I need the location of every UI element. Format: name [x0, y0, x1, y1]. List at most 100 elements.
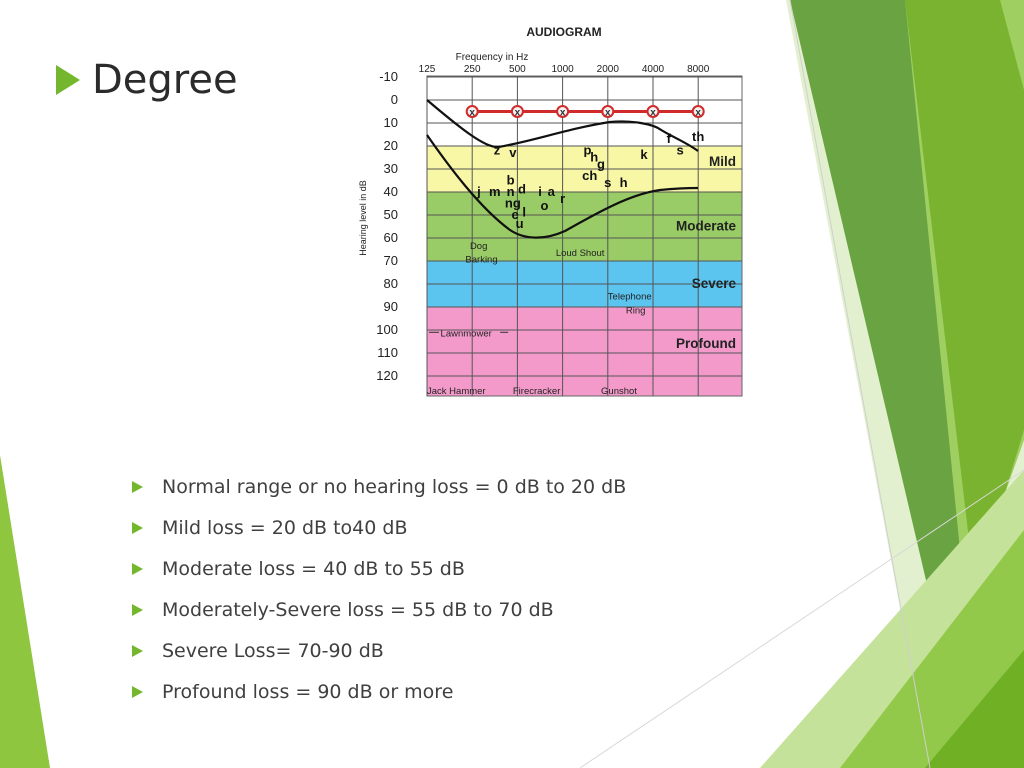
level-tick-label: 80 — [384, 276, 398, 291]
deco-right-bright-band — [905, 0, 1024, 590]
speech-sound-label: k — [640, 147, 648, 162]
threshold-marker-x: x — [560, 108, 566, 119]
bullet-text: Moderate loss = 40 dB to 55 dB — [162, 557, 465, 580]
zone-label: Profound — [676, 336, 736, 351]
bullet-item-moderate: Moderate loss = 40 dB to 55 dB — [132, 548, 752, 589]
speech-banana-lower-curve — [426, 134, 699, 239]
bullet-item-profound: Profound loss = 90 dB or more — [132, 671, 752, 712]
audiogram-title: AUDIOGRAM — [526, 25, 601, 39]
speech-sound-label: r — [560, 191, 565, 206]
speech-sound-label: l — [522, 205, 526, 220]
speech-sound-label: s — [677, 143, 684, 158]
frequency-tick-label: 4000 — [642, 64, 665, 75]
frequency-tick-label: 250 — [464, 64, 481, 75]
level-tick-label: 40 — [384, 184, 398, 199]
bullet-icon — [132, 480, 143, 493]
audiogram-grid — [426, 75, 743, 397]
bullet-icon — [132, 603, 143, 616]
speech-sound-label: z — [494, 143, 501, 158]
speech-sound-label: h — [590, 150, 598, 165]
bullet-text: Profound loss = 90 dB or more — [162, 680, 454, 703]
level-tick-label: 20 — [384, 138, 398, 153]
level-tick-label: 120 — [376, 368, 398, 383]
sound-label: Jack Hammer — [427, 386, 486, 397]
sound-label: Lawnmower — [441, 328, 492, 339]
deco-right-dark-band — [790, 0, 965, 640]
speech-sound-label: ch — [582, 168, 597, 183]
level-tick-label: 0 — [391, 92, 398, 107]
bullet-icon — [132, 521, 143, 534]
sound-labels: Dog Barking Loud Shout Telephone Ring Lawnmow… — [427, 241, 652, 397]
frequency-tick-label: 8000 — [687, 64, 710, 75]
bullet-item-moderately-severe: Moderately-Severe loss = 55 dB to 70 dB — [132, 589, 752, 630]
speech-sound-label: a — [548, 184, 556, 199]
sound-label: Loud Shout — [556, 248, 605, 259]
hearing-level-axis-label: Hearing level in dB — [358, 180, 368, 256]
frequency-axis-label: Frequency in Hz — [456, 52, 529, 63]
sound-label: Telephone — [608, 292, 652, 303]
level-tick-label: 60 — [384, 230, 398, 245]
zone-label: Mild — [709, 154, 736, 169]
threshold-marker-x: x — [650, 108, 656, 119]
threshold-marker-x: x — [469, 108, 475, 119]
degree-bullet-list: Normal range or no hearing loss = 0 dB t… — [132, 466, 752, 712]
speech-sound-label: i — [538, 184, 542, 199]
speech-sound-label: f — [667, 131, 672, 146]
sound-label: Dog — [470, 241, 487, 252]
bullet-icon — [132, 685, 143, 698]
slide-title-row: Degree — [56, 56, 238, 104]
level-tick-label: -10 — [379, 69, 398, 84]
level-tick-label: 70 — [384, 253, 398, 268]
bullet-item-mild: Mild loss = 20 dB to40 dB — [132, 507, 752, 548]
frequency-tick-label: 125 — [419, 64, 436, 75]
zone-labels: Mild Moderate Severe Profound — [676, 154, 737, 351]
threshold-marker-x: x — [515, 108, 521, 119]
speech-sound-label: b — [507, 173, 515, 188]
speech-banana-upper-curve — [426, 99, 699, 152]
speech-sound-label: ng — [505, 196, 521, 211]
speech-sound-label: o — [541, 198, 549, 213]
level-tick-label: 50 — [384, 207, 398, 222]
sound-label: Gunshot — [601, 386, 637, 397]
level-tick-label: 100 — [376, 322, 398, 337]
frequency-tick-label: 500 — [509, 64, 526, 75]
title-bullet-icon — [56, 65, 80, 95]
threshold-marker — [601, 105, 615, 118]
level-tick-label: 30 — [384, 161, 398, 176]
threshold-marker — [465, 105, 479, 118]
speech-sound-label: v — [509, 145, 517, 160]
audiogram-axes: 125 250 500 1000 2000 4000 8000 -10 0 10 20 30 40 50 6… — [376, 64, 709, 383]
deco-thin-line-2 — [579, 469, 1024, 768]
speech-sound-label: m — [489, 184, 501, 199]
speech-sound-label: u — [516, 216, 524, 231]
level-tick-label: 110 — [377, 345, 398, 360]
audiogram-curves — [426, 99, 699, 239]
bullet-icon — [132, 562, 143, 575]
bullet-item-severe: Severe Loss= 70-90 dB — [132, 630, 752, 671]
threshold-marker-x: x — [605, 108, 611, 119]
speech-sound-label: j — [476, 184, 481, 199]
bullet-text: Mild loss = 20 dB to40 dB — [162, 516, 408, 539]
deco-left-sliver — [0, 455, 50, 768]
threshold-marker — [691, 105, 705, 118]
audiogram-zones — [427, 146, 742, 396]
zone-label: Moderate — [676, 219, 737, 234]
speech-sound-label: th — [692, 129, 704, 144]
sound-label: Barking — [465, 255, 497, 266]
threshold-marker-x: x — [695, 108, 701, 119]
speech-sound-label: e — [512, 207, 519, 222]
bullet-text: Severe Loss= 70-90 dB — [162, 639, 384, 662]
bullet-text: Moderately-Severe loss = 55 dB to 70 dB — [162, 598, 554, 621]
frequency-tick-label: 2000 — [597, 64, 620, 75]
bullet-item-normal: Normal range or no hearing loss = 0 dB t… — [132, 466, 752, 507]
deco-bottom-dark-facet — [925, 650, 1024, 768]
bullet-icon — [132, 644, 143, 657]
deco-thin-line-1 — [789, 0, 931, 768]
speech-sound-label: h — [620, 175, 628, 190]
bullet-text: Normal range or no hearing loss = 0 dB t… — [162, 475, 627, 498]
threshold-marker — [510, 105, 524, 118]
threshold-marker — [556, 105, 570, 118]
